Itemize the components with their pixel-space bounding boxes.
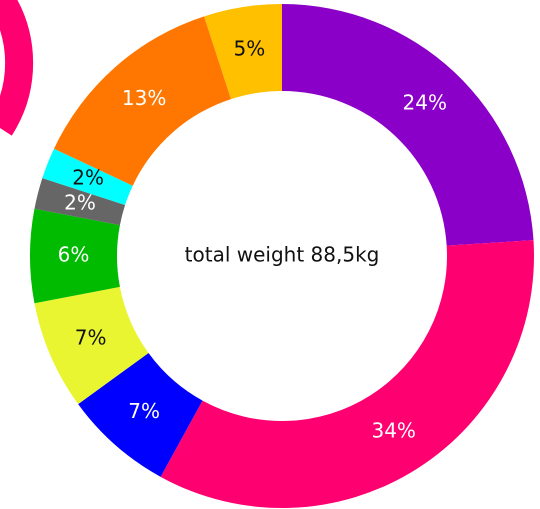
donut-segment	[42, 148, 133, 206]
segment-label: 6%	[58, 243, 90, 267]
donut-segment	[34, 286, 149, 405]
segment-label: 7%	[128, 399, 160, 423]
donut-segment	[53, 16, 232, 186]
donut-segment	[160, 240, 534, 508]
segment-label: 24%	[403, 91, 447, 115]
center-label: total weight 88,5kg	[185, 243, 380, 267]
donut-segment	[34, 178, 126, 226]
segment-label: 7%	[75, 325, 107, 349]
segment-label: 2%	[72, 166, 104, 190]
donut-segment	[204, 4, 282, 100]
segment-label: 2%	[64, 191, 96, 215]
segment-label: 5%	[234, 37, 266, 61]
donut-segment	[29, 208, 120, 304]
donut: 24% 34% 7% 7% 6% 2%2% 13% 5%	[29, 4, 534, 508]
donut-segment	[78, 352, 203, 477]
segment-label: 13%	[122, 86, 166, 110]
neighbor-ring-fragment	[0, 0, 34, 136]
donut-segment	[282, 4, 534, 246]
segment-label: 34%	[371, 419, 415, 443]
